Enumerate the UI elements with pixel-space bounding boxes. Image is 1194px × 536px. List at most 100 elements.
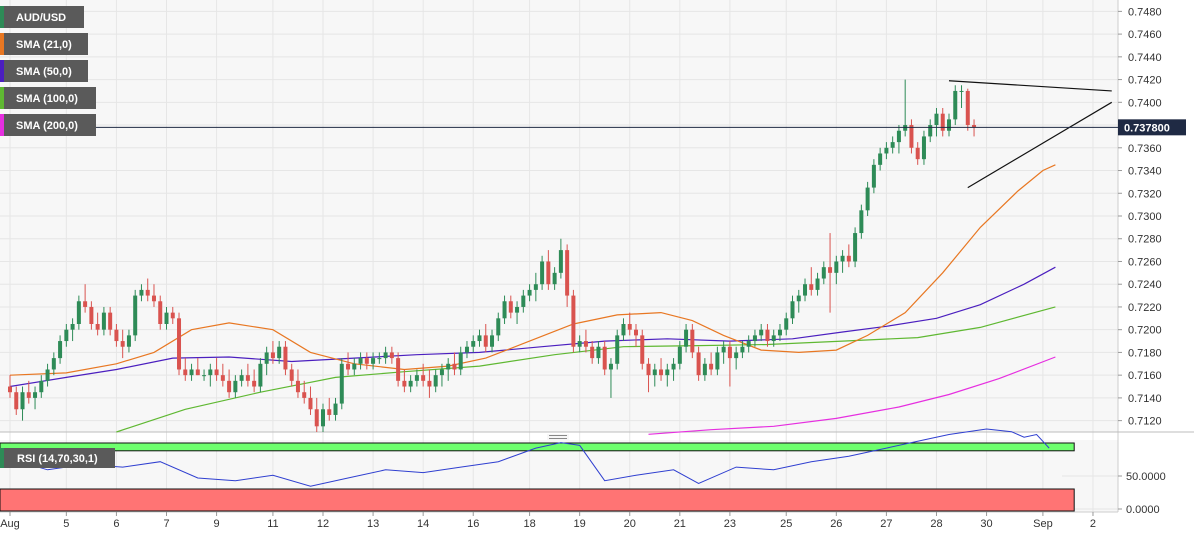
- candle: [151, 284, 156, 307]
- candle: [483, 324, 488, 353]
- candle-body: [696, 352, 701, 376]
- candle: [765, 324, 770, 347]
- candle: [408, 375, 413, 393]
- y-tick-label: 0.7280: [1128, 234, 1162, 246]
- y-tick-label: 0.7480: [1128, 6, 1162, 18]
- candle: [101, 306, 106, 336]
- candle: [652, 363, 657, 387]
- candle-body: [583, 341, 588, 347]
- candle: [202, 369, 207, 381]
- candle-body: [58, 341, 63, 359]
- x-tick-label: 20: [624, 518, 636, 530]
- x-tick-label: 19: [574, 518, 586, 530]
- candle-body: [859, 210, 864, 234]
- y-tick-label: 0.7160: [1128, 370, 1162, 382]
- candle: [777, 324, 782, 342]
- candle: [289, 363, 294, 387]
- candle: [120, 329, 125, 359]
- candle: [352, 358, 357, 376]
- candle-body: [83, 301, 88, 307]
- candle-body: [76, 301, 81, 324]
- legend-item[interactable]: SMA (200,0): [0, 114, 96, 136]
- candle: [20, 386, 25, 421]
- candle-body: [314, 409, 319, 427]
- candle: [934, 108, 939, 137]
- candle: [928, 119, 933, 143]
- candle-body: [759, 329, 764, 336]
- legend-swatch: [0, 87, 4, 109]
- candle-body: [208, 369, 213, 376]
- candle-body: [521, 295, 526, 307]
- candle: [721, 341, 726, 364]
- candle-body: [677, 346, 682, 364]
- x-tick-label: 25: [780, 518, 792, 530]
- candle: [771, 329, 776, 347]
- candle: [671, 358, 676, 381]
- price-label: 0.737800: [1118, 119, 1186, 136]
- panel-resize-handle[interactable]: [547, 434, 569, 440]
- candle: [521, 289, 526, 313]
- x-tick-label: 28: [930, 518, 942, 530]
- candle-body: [352, 363, 357, 370]
- candle: [239, 369, 244, 387]
- candle-body: [252, 380, 257, 387]
- candle-body: [333, 403, 338, 415]
- x-tick-label: 16: [467, 518, 479, 530]
- candle: [752, 329, 757, 347]
- candle-body: [433, 375, 438, 387]
- candle: [108, 306, 113, 336]
- candle: [314, 397, 319, 432]
- candle: [308, 386, 313, 415]
- sma21-line: [9, 164, 1056, 376]
- x-tick-label: Sep: [1033, 518, 1053, 530]
- candle-body: [8, 386, 12, 393]
- candle: [515, 301, 520, 324]
- legend-item[interactable]: SMA (100,0): [0, 87, 96, 109]
- candle: [690, 324, 695, 359]
- candle: [696, 346, 701, 381]
- current-price-label: 0.737800: [1124, 122, 1170, 134]
- candle: [815, 272, 820, 296]
- x-tick-label: 27: [880, 518, 892, 530]
- legend-item[interactable]: SMA (21,0): [0, 33, 88, 55]
- x-tick-label: 26: [830, 518, 842, 530]
- candle: [389, 346, 394, 364]
- legend-item[interactable]: SMA (50,0): [0, 60, 88, 82]
- candle-body: [283, 346, 288, 370]
- candle-body: [928, 125, 933, 137]
- candle-body: [608, 363, 613, 370]
- candle: [245, 363, 250, 387]
- candles: [8, 79, 977, 432]
- candle: [76, 295, 81, 330]
- x-tick-label: 2: [1090, 518, 1096, 530]
- candle-body: [803, 284, 808, 296]
- candle-body: [740, 346, 745, 353]
- legend-item[interactable]: AUD/USD: [0, 6, 84, 28]
- candle: [477, 329, 482, 347]
- candle-body: [665, 369, 670, 376]
- candle: [665, 363, 670, 387]
- candle-body: [878, 153, 883, 165]
- candle: [565, 244, 570, 307]
- legend: AUD/USD SMA (21,0) SMA (50,0) SMA (100,0) SM…: [0, 6, 96, 136]
- candle-body: [14, 392, 19, 410]
- candle-body: [277, 346, 282, 359]
- candle-body: [921, 136, 926, 160]
- y-tick-label: 0.7320: [1128, 188, 1162, 200]
- candle: [33, 386, 38, 410]
- candle-body: [533, 284, 538, 290]
- y-tick-label: 0.7360: [1128, 143, 1162, 155]
- candle: [252, 369, 257, 393]
- candle-body: [965, 90, 970, 126]
- candle: [258, 358, 263, 393]
- legend-label: AUD/USD: [16, 12, 66, 24]
- candle: [947, 113, 951, 137]
- candle-body: [828, 267, 833, 273]
- candle: [608, 358, 613, 398]
- candle: [377, 352, 382, 364]
- candle: [439, 363, 444, 387]
- rsi-legend[interactable]: RSI (14,70,30,1): [0, 448, 115, 468]
- candle: [458, 346, 463, 376]
- candle-body: [289, 369, 294, 381]
- candle: [177, 312, 182, 376]
